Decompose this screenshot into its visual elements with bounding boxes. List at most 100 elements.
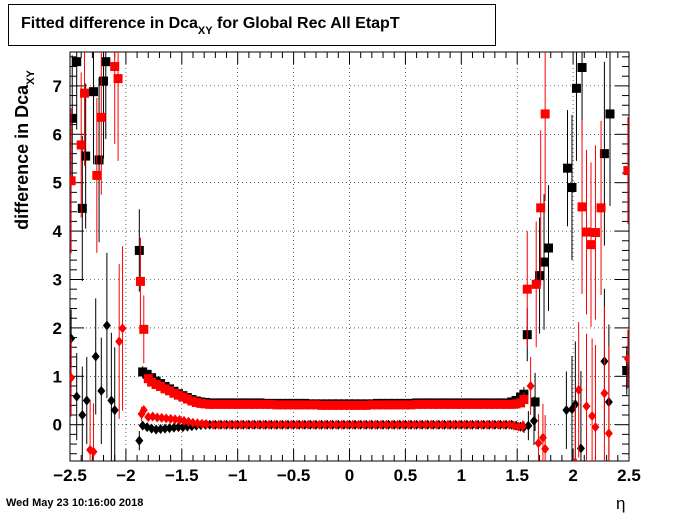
data-point-diamond <box>494 419 503 430</box>
data-point-diamond <box>152 424 161 435</box>
data-point-square <box>76 140 86 150</box>
data-point-diamond <box>518 421 527 432</box>
data-point-diamond <box>270 419 279 430</box>
data-point-diamond <box>292 419 301 430</box>
data-point-diamond <box>326 419 335 430</box>
data-point-square <box>81 151 91 161</box>
data-point-square <box>519 395 529 405</box>
data-point-square <box>567 183 577 193</box>
data-point-square <box>378 400 388 410</box>
data-point-diamond <box>562 405 571 416</box>
data-point-diamond <box>253 419 262 430</box>
data-point-square <box>530 397 540 407</box>
data-point-diamond <box>588 410 597 421</box>
data-point-square <box>311 400 321 410</box>
data-point-square <box>531 279 541 289</box>
data-point-diamond <box>202 419 211 430</box>
data-point-diamond <box>162 413 171 424</box>
data-point-diamond <box>524 420 533 431</box>
data-point-diamond <box>304 419 313 430</box>
data-point-diamond <box>153 412 162 423</box>
data-point-diamond <box>225 419 234 430</box>
data-point-square <box>590 228 600 238</box>
x-tick-label: 2.5 <box>617 466 641 485</box>
data-point-square <box>440 399 450 409</box>
chart-title: Fitted difference in DcaXY for Global Re… <box>21 15 400 37</box>
data-point-diamond <box>188 417 197 428</box>
data-point-square <box>88 87 98 97</box>
data-point-diamond <box>443 419 452 430</box>
data-point-square <box>577 62 587 72</box>
data-point-diamond <box>281 419 290 430</box>
data-point-square <box>227 399 237 409</box>
x-axis-label: η <box>616 494 626 513</box>
title-box: Fitted difference in DcaXY for Global Re… <box>8 4 496 46</box>
data-point-square <box>563 163 573 173</box>
data-point-diamond <box>591 422 600 433</box>
data-point-square <box>272 400 282 410</box>
data-point-diamond <box>135 435 144 446</box>
data-point-square <box>101 57 111 67</box>
data-point-diamond <box>427 419 436 430</box>
data-point-diamond <box>348 419 357 430</box>
data-point-square <box>249 399 259 409</box>
y-tick-label: 4 <box>53 222 63 241</box>
data-point-diamond <box>78 410 87 421</box>
data-point-diamond <box>371 419 380 430</box>
data-point-square <box>300 400 310 410</box>
data-point-square <box>445 399 455 409</box>
data-point-square <box>94 155 104 165</box>
data-point-diamond <box>259 419 268 430</box>
data-point-square <box>484 399 494 409</box>
data-point-diamond <box>102 320 111 331</box>
data-point-square <box>339 400 349 410</box>
data-point-square <box>456 399 466 409</box>
data-point-square <box>495 399 505 409</box>
y-tick-label: 2 <box>53 319 62 338</box>
y-tick-label: 0 <box>53 416 62 435</box>
data-point-square <box>395 400 405 410</box>
data-point-square <box>328 400 338 410</box>
data-point-diamond <box>298 419 307 430</box>
data-point-diamond <box>197 418 206 429</box>
data-point-square <box>277 400 287 410</box>
data-point-diamond <box>529 415 538 426</box>
data-point-square <box>99 76 109 86</box>
data-point-diamond <box>320 419 329 430</box>
data-point-diamond <box>193 418 202 429</box>
data-point-diamond <box>144 411 153 422</box>
x-tick-label: −0.5 <box>277 466 311 485</box>
data-point-square <box>577 202 587 212</box>
data-point-diamond <box>421 419 430 430</box>
data-point-diamond <box>466 419 475 430</box>
data-point-diamond <box>287 419 296 430</box>
data-point-diamond <box>265 419 274 430</box>
data-point-diamond <box>97 385 106 396</box>
data-point-square <box>417 399 427 409</box>
data-point-diamond <box>526 380 535 391</box>
y-tick-label: 5 <box>53 174 62 193</box>
x-tick-label: 0.5 <box>394 466 418 485</box>
data-point-square <box>305 400 315 410</box>
data-point-square <box>205 399 215 409</box>
data-point-square <box>586 240 596 250</box>
data-point-diamond <box>118 323 127 334</box>
data-point-square <box>367 400 377 410</box>
series-3 <box>70 246 629 461</box>
data-point-diamond <box>499 419 508 430</box>
data-point-diamond <box>115 336 124 347</box>
data-point-square <box>222 399 232 409</box>
data-point-diamond <box>343 419 352 430</box>
data-point-diamond <box>242 419 251 430</box>
data-point-diamond <box>376 419 385 430</box>
data-point-diamond <box>309 419 318 430</box>
data-point-diamond <box>165 423 174 434</box>
data-point-diamond <box>483 419 492 430</box>
data-point-diamond <box>432 419 441 430</box>
data-point-diamond <box>623 353 629 364</box>
data-point-diamond <box>582 401 591 412</box>
data-point-diamond <box>438 419 447 430</box>
data-point-diamond <box>337 419 346 430</box>
data-point-square <box>428 399 438 409</box>
